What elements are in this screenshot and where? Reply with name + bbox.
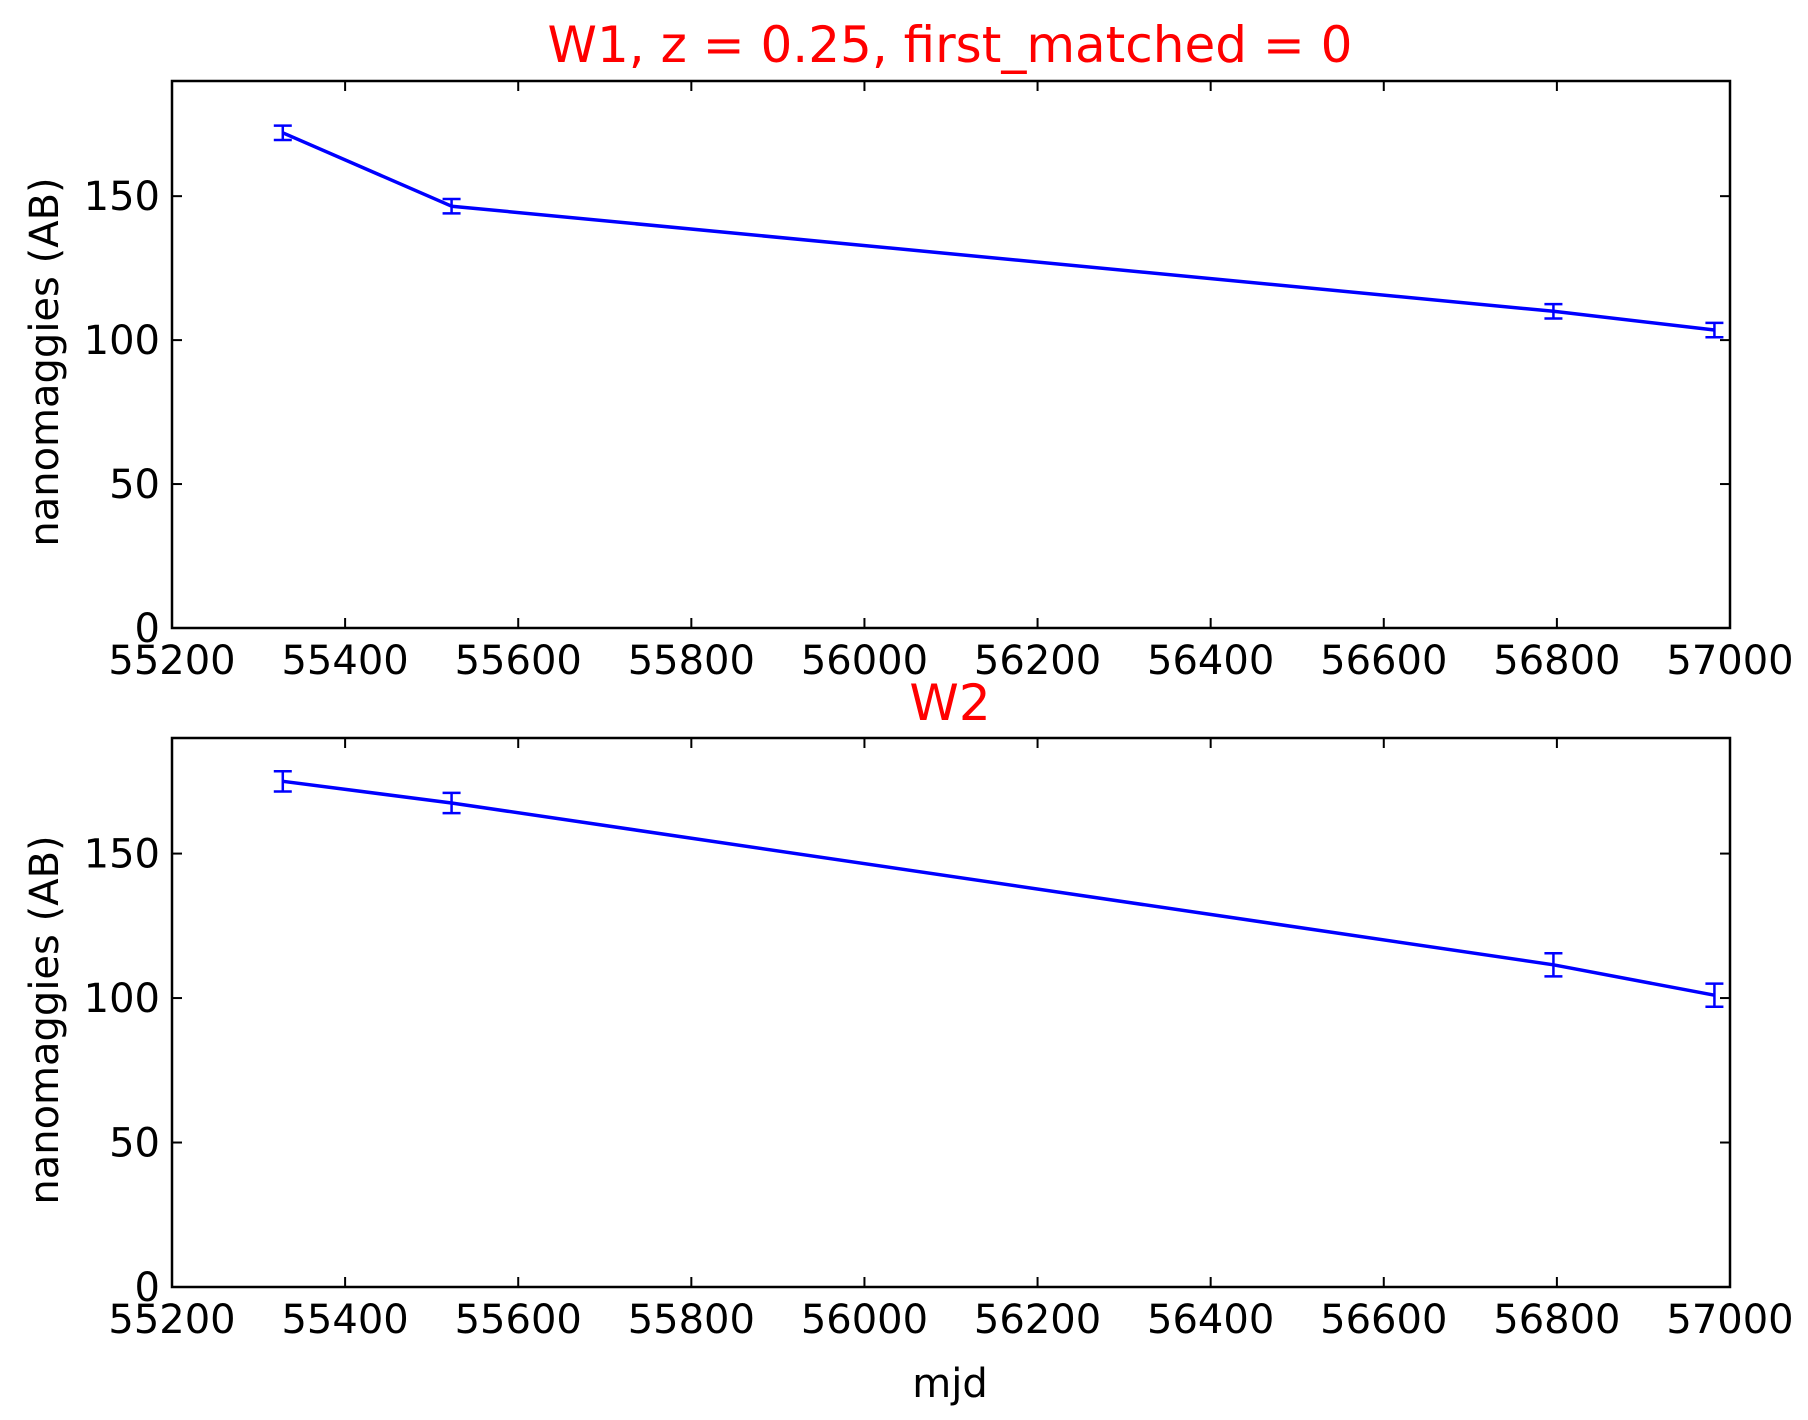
series-line: [282, 131, 1715, 332]
x-tick-label: 55200: [108, 638, 235, 684]
x-tick-label: 56800: [1493, 638, 1620, 684]
x-tick-label: 55600: [455, 638, 582, 684]
y-axis-label: nanomaggies (AB): [22, 835, 68, 1204]
series-line: [282, 779, 1715, 997]
x-tick-label: 56800: [1493, 1297, 1620, 1343]
y-tick-label: 150: [84, 174, 160, 220]
chart-title: W1, z = 0.25, first_matched = 0: [548, 16, 1353, 74]
x-axis-label: mjd: [912, 1361, 987, 1407]
x-tick-label: 57000: [1666, 1297, 1793, 1343]
y-tick-label: 0: [135, 606, 160, 652]
x-tick-label: 56400: [1147, 638, 1274, 684]
y-tick-label: 50: [109, 1121, 160, 1167]
y-tick-label: 100: [84, 318, 160, 364]
x-tick-label: 56400: [1147, 1297, 1274, 1343]
x-tick-label: 55200: [108, 1297, 235, 1343]
chart-title: W2: [909, 674, 990, 732]
x-tick-label: 55800: [628, 1297, 755, 1343]
y-tick-label: 50: [109, 462, 160, 508]
y-tick-label: 0: [135, 1265, 160, 1311]
y-axis-label: nanomaggies (AB): [22, 177, 68, 546]
y-tick-label: 150: [84, 832, 160, 878]
x-tick-label: 55400: [281, 638, 408, 684]
x-tick-label: 56600: [1320, 1297, 1447, 1343]
x-tick-label: 56000: [801, 638, 928, 684]
panel-w2: W2 nanomaggies (AB) mjd 55200 55400 55600 5…: [22, 674, 1794, 1407]
y-tick-label: 100: [84, 976, 160, 1022]
x-tick-label: 57000: [1666, 638, 1793, 684]
axes-frame: [170, 79, 1732, 630]
axes-frame: [170, 736, 1732, 1289]
x-tick-label: 55600: [455, 1297, 582, 1343]
x-tick-label: 56000: [801, 1297, 928, 1343]
panel-w1: W1, z = 0.25, first_matched = 0 nanomagg…: [22, 16, 1794, 684]
x-tick-label: 56200: [974, 1297, 1101, 1343]
x-tick-label: 56200: [974, 638, 1101, 684]
plot-area: 55200 55400 55600 55800 56000 56200 56400 56600…: [84, 736, 1794, 1343]
x-tick-label: 56600: [1320, 638, 1447, 684]
x-tick-label: 55800: [628, 638, 755, 684]
plot-area: 55200 55400 55600 55800 56000 56200 56400 56600…: [84, 79, 1794, 684]
x-tick-label: 55400: [281, 1297, 408, 1343]
